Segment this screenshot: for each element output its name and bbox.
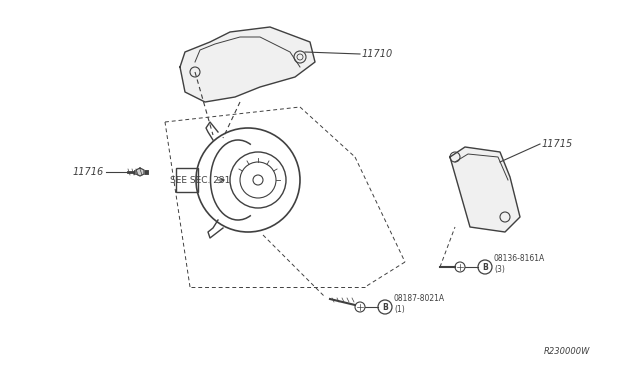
Text: R230000W: R230000W — [543, 347, 590, 356]
Text: B: B — [482, 263, 488, 272]
Text: 08136-8161A
(3): 08136-8161A (3) — [494, 254, 545, 274]
Text: 11715: 11715 — [542, 139, 573, 149]
Text: 08187-8021A
(1): 08187-8021A (1) — [394, 294, 445, 314]
Text: 11710: 11710 — [362, 49, 393, 59]
Text: 11716: 11716 — [73, 167, 104, 177]
Polygon shape — [136, 168, 144, 176]
Polygon shape — [450, 147, 520, 232]
Text: B: B — [382, 302, 388, 311]
Polygon shape — [180, 27, 315, 102]
Text: SEE SEC. 231: SEE SEC. 231 — [170, 176, 230, 185]
